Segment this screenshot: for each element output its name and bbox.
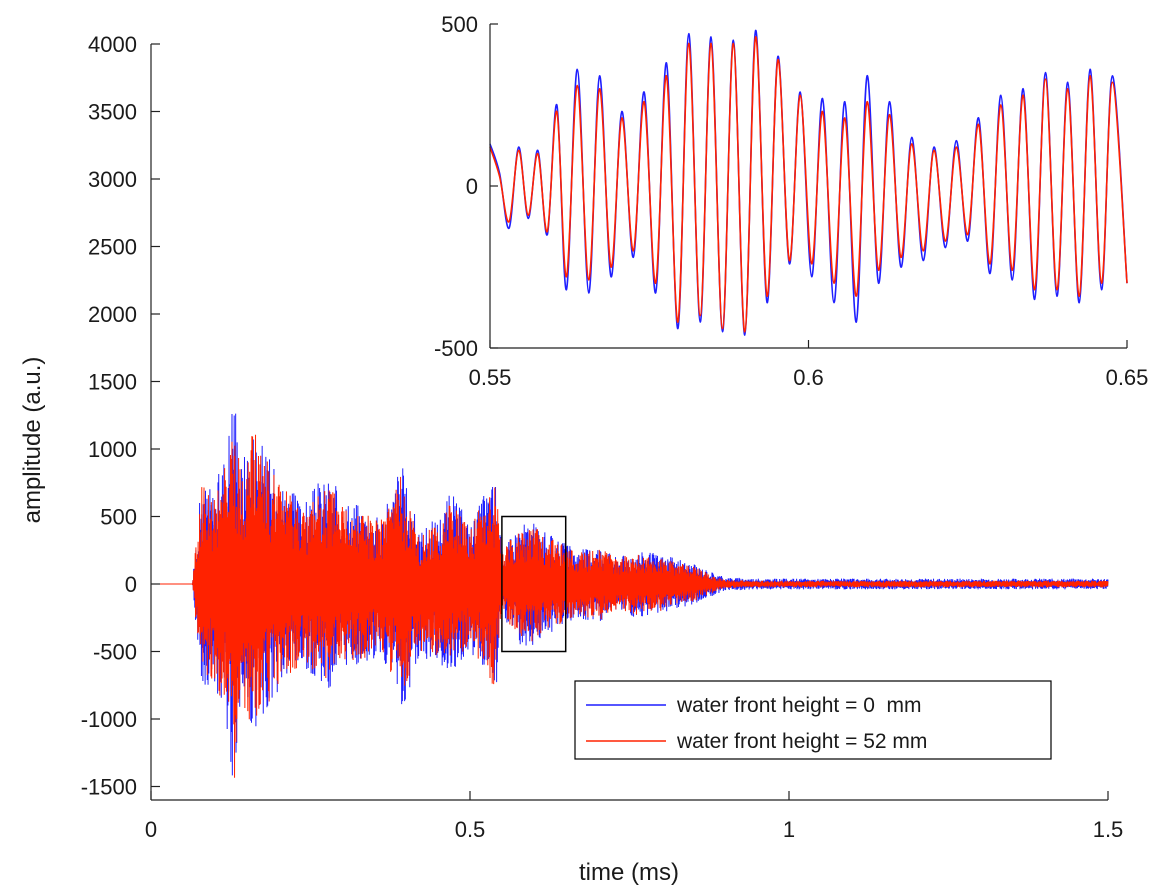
main-y-tick-label: 4000 <box>88 32 137 57</box>
inset-series-1 <box>489 36 1128 333</box>
main-y-tick-label: 2000 <box>88 302 137 327</box>
main-y-tick-label: 3000 <box>88 167 137 192</box>
main-y-tick-label: 0 <box>125 572 137 597</box>
inset-y-tick-label: -500 <box>434 336 478 361</box>
main-y-tick-label: 2500 <box>88 235 137 260</box>
main-y-tick-label: 3500 <box>88 100 137 125</box>
main-axes <box>150 44 1108 801</box>
main-x-tick-label: 0.5 <box>455 817 486 842</box>
main-x-tick-label: 0 <box>145 817 157 842</box>
legend-box <box>574 680 1052 760</box>
main-y-tick-label: 500 <box>100 505 137 530</box>
inset-signal-trace <box>489 36 1128 333</box>
inset-x-tick-label: 0.65 <box>1106 365 1149 390</box>
main-chart: 0 0.5 1 1.5 -1500 -1000 -500 0 500 1000 1500 2000 2… <box>19 32 1123 886</box>
inset-y-tick-label: 500 <box>441 12 478 37</box>
main-y-tick-label: 1500 <box>88 370 137 395</box>
inset-chart: 0.55 0.6 0.65 -500 0 500 <box>434 12 1148 390</box>
inset-x-tick-label: 0.55 <box>469 365 512 390</box>
main-y-tick-label: -1500 <box>81 775 137 800</box>
legend: water front height = 0 mm water front he… <box>574 680 1052 760</box>
main-y-tick-label: 1000 <box>88 437 137 462</box>
main-x-tick-label: 1.5 <box>1093 817 1124 842</box>
zoom-region-box <box>501 515 567 653</box>
legend-label-1: water front height = 52 mm <box>676 730 927 753</box>
main-x-ticks: 0 0.5 1 1.5 <box>145 791 1123 842</box>
main-y-tick-label: -1000 <box>81 707 137 732</box>
signal-trace <box>151 434 1109 778</box>
main-y-ticks: -1500 -1000 -500 0 500 1000 1500 2000 2500 3000 35… <box>81 32 160 800</box>
main-y-axis-title: amplitude (a.u.) <box>19 357 46 524</box>
inset-x-ticks: 0.55 0.6 0.65 <box>469 340 1149 390</box>
legend-label-0: water front height = 0 mm <box>676 694 922 717</box>
inset-x-tick-label: 0.6 <box>793 365 824 390</box>
inset-y-ticks: -500 0 500 <box>434 12 498 361</box>
main-series-1 <box>151 434 1109 778</box>
inset-background <box>490 24 1127 348</box>
main-y-tick-label: -500 <box>93 640 137 665</box>
inset-y-tick-label: 0 <box>466 174 478 199</box>
main-x-tick-label: 1 <box>783 817 795 842</box>
main-x-axis-title: time (ms) <box>579 859 679 886</box>
